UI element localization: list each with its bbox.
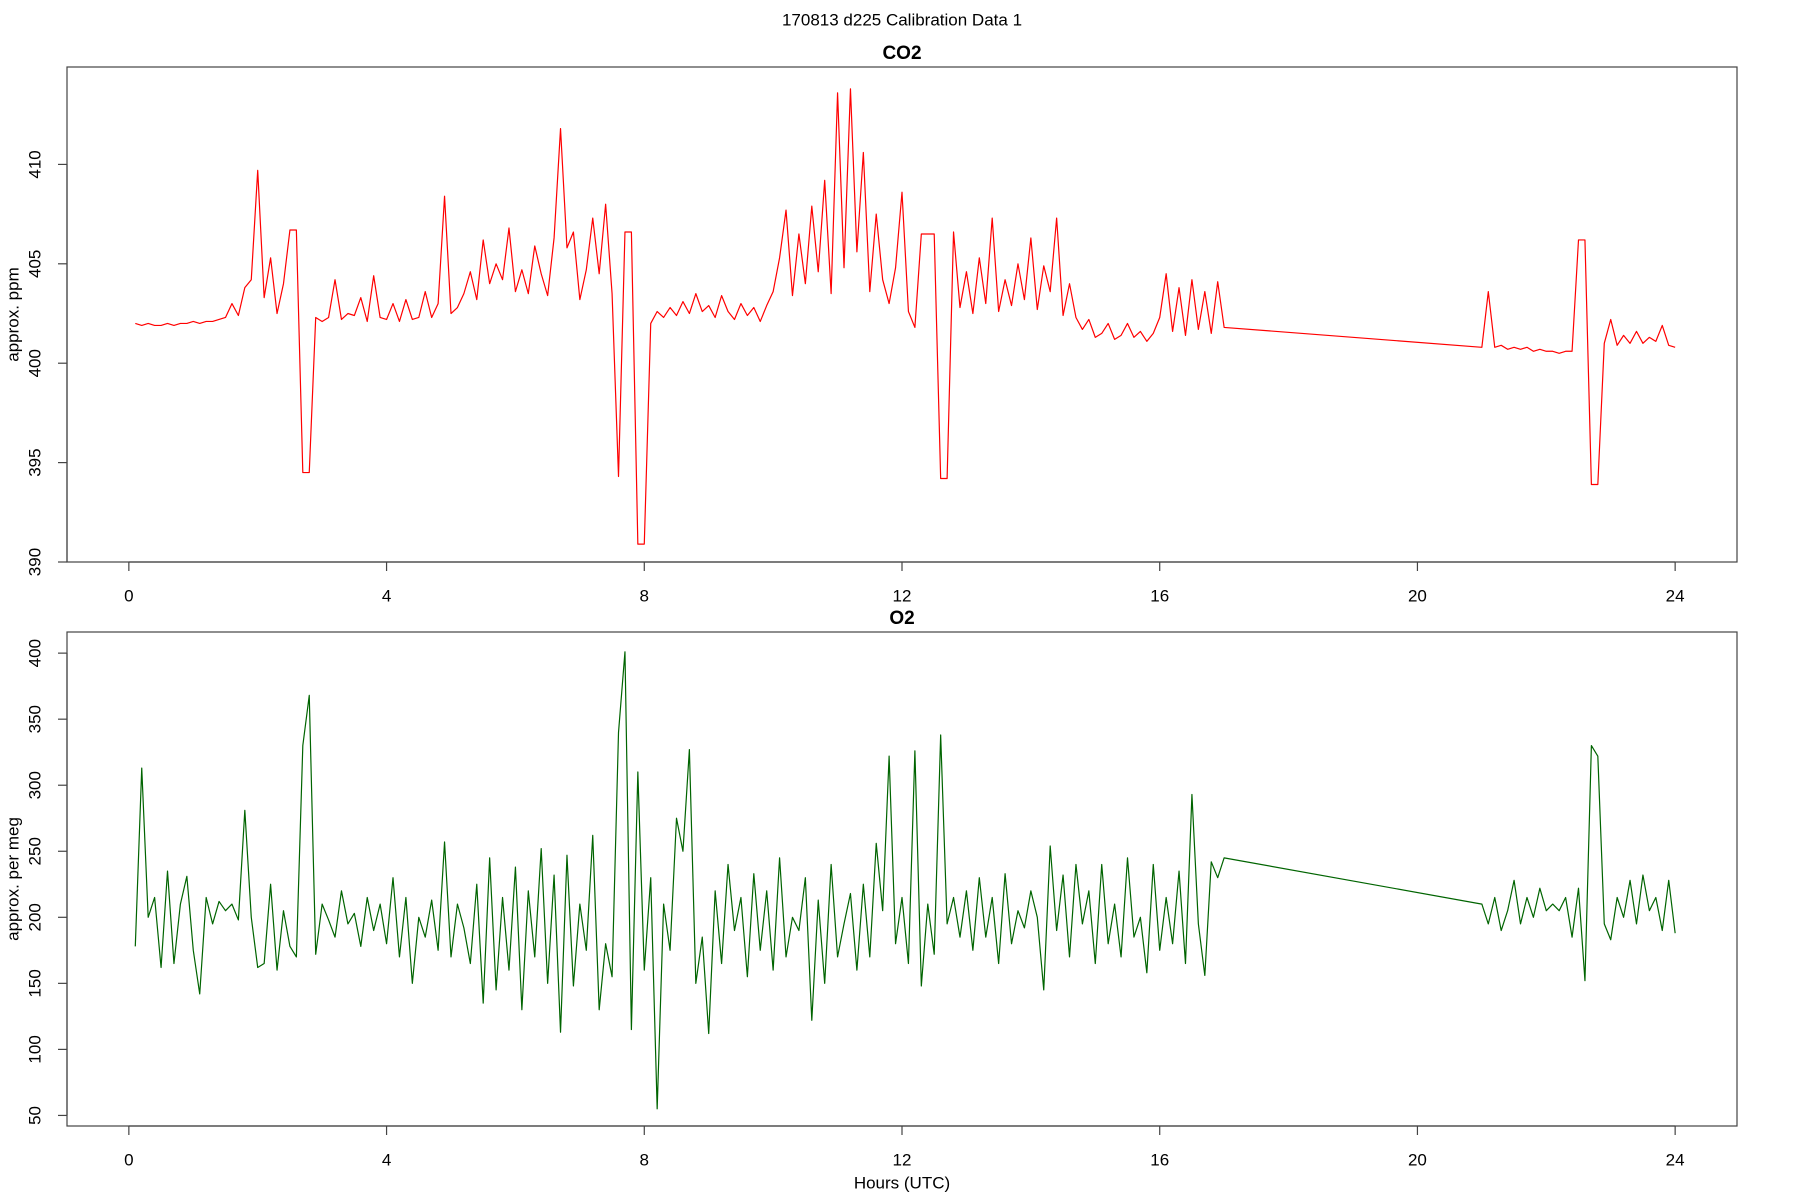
- panel-title: CO2: [882, 43, 921, 64]
- y-tick-label: 395: [25, 448, 44, 476]
- x-tick-label: 8: [640, 1150, 649, 1169]
- y-tick-label: 405: [25, 250, 44, 278]
- panel-title: O2: [889, 608, 914, 629]
- data-line: [134, 651, 1676, 1110]
- y-tick-label: 250: [25, 837, 44, 865]
- x-tick-label: 24: [1666, 1150, 1685, 1169]
- y-tick-label: 100: [25, 1035, 44, 1063]
- y-axis-label: approx. per meg: [3, 817, 22, 941]
- plot-frame: [66, 631, 1738, 1127]
- x-tick-label: 0: [124, 586, 133, 605]
- page-title: 170813 d225 Calibration Data 1: [782, 10, 1022, 29]
- x-tick-label: 24: [1666, 586, 1685, 605]
- y-tick-label: 350: [25, 705, 44, 733]
- x-tick-label: 4: [382, 586, 391, 605]
- x-tick-label: 20: [1408, 1150, 1427, 1169]
- x-tick-label: 12: [893, 1150, 912, 1169]
- y-tick-label: 150: [25, 969, 44, 997]
- x-tick-label: 16: [1150, 586, 1169, 605]
- y-tick-label: 300: [25, 771, 44, 799]
- x-tick-label: 0: [124, 1150, 133, 1169]
- x-tick-label: 16: [1150, 1150, 1169, 1169]
- y-tick-label: 50: [25, 1106, 44, 1125]
- x-tick-label: 8: [640, 586, 649, 605]
- x-tick-label: 12: [893, 586, 912, 605]
- y-tick-label: 400: [25, 639, 44, 667]
- data-line: [135, 88, 1676, 545]
- x-axis-label: Hours (UTC): [854, 1173, 950, 1192]
- plot-frame: [66, 66, 1738, 563]
- y-tick-label: 200: [25, 903, 44, 931]
- x-tick-label: 4: [382, 1150, 391, 1169]
- y-tick-label: 400: [25, 349, 44, 377]
- y-tick-label: 410: [25, 150, 44, 178]
- y-axis-label: approx. ppm: [3, 267, 22, 362]
- y-tick-label: 390: [25, 548, 44, 576]
- x-tick-label: 20: [1408, 586, 1427, 605]
